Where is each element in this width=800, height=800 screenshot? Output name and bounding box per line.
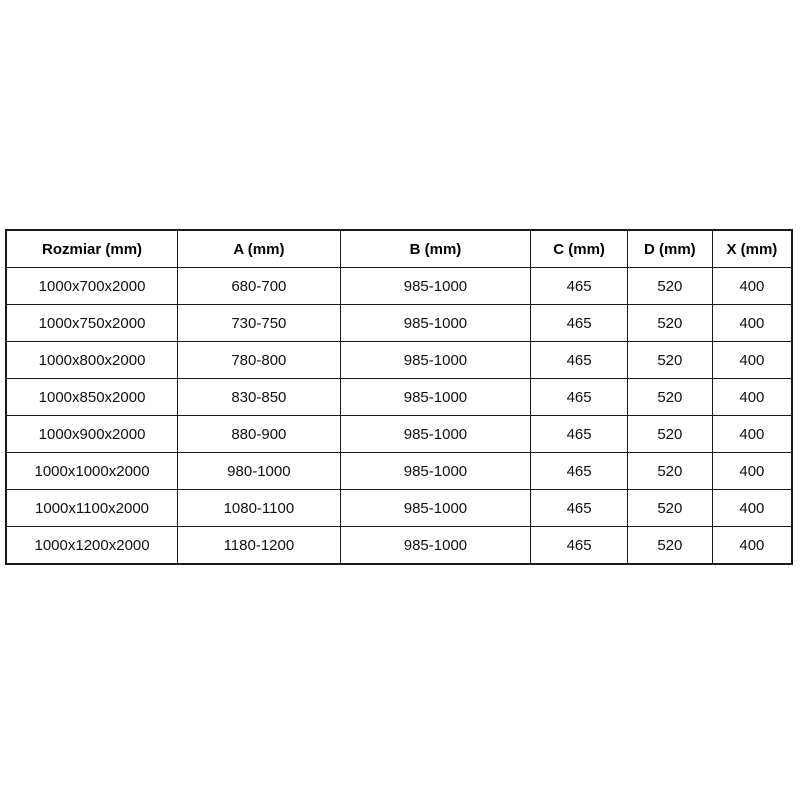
cell-d: 520 <box>626 452 713 490</box>
cell-c: 465 <box>530 526 628 565</box>
cell-b: 985-1000 <box>339 304 532 342</box>
cell-b: 985-1000 <box>339 415 532 453</box>
column-header-rozmiar: Rozmiar (mm) <box>5 229 179 268</box>
cell-b: 985-1000 <box>339 341 532 379</box>
cell-x: 400 <box>711 341 793 379</box>
table-row: 1000x700x2000 680-700 985-1000 465 520 4… <box>5 267 793 305</box>
cell-d: 520 <box>626 267 713 305</box>
table-row: 1000x800x2000 780-800 985-1000 465 520 4… <box>5 341 793 379</box>
column-header-b: B (mm) <box>339 229 532 268</box>
size-specification-table-container: Rozmiar (mm) A (mm) B (mm) C (mm) D (mm)… <box>5 229 793 565</box>
cell-a: 680-700 <box>177 267 341 305</box>
cell-rozmiar: 1000x1100x2000 <box>5 489 179 527</box>
column-header-x: X (mm) <box>711 229 793 268</box>
cell-a: 730-750 <box>177 304 341 342</box>
cell-x: 400 <box>711 378 793 416</box>
cell-a: 880-900 <box>177 415 341 453</box>
table-row: 1000x1200x2000 1180-1200 985-1000 465 52… <box>5 526 793 565</box>
cell-x: 400 <box>711 526 793 565</box>
cell-c: 465 <box>530 489 628 527</box>
cell-a: 1080-1100 <box>177 489 341 527</box>
cell-rozmiar: 1000x700x2000 <box>5 267 179 305</box>
cell-x: 400 <box>711 304 793 342</box>
cell-d: 520 <box>626 378 713 416</box>
table-row: 1000x750x2000 730-750 985-1000 465 520 4… <box>5 304 793 342</box>
cell-a: 780-800 <box>177 341 341 379</box>
cell-b: 985-1000 <box>339 267 532 305</box>
column-header-c: C (mm) <box>530 229 628 268</box>
cell-a: 830-850 <box>177 378 341 416</box>
cell-c: 465 <box>530 452 628 490</box>
cell-x: 400 <box>711 489 793 527</box>
size-specification-table: Rozmiar (mm) A (mm) B (mm) C (mm) D (mm)… <box>5 229 793 565</box>
cell-c: 465 <box>530 267 628 305</box>
cell-c: 465 <box>530 378 628 416</box>
table-row: 1000x1000x2000 980-1000 985-1000 465 520… <box>5 452 793 490</box>
column-header-d: D (mm) <box>626 229 713 268</box>
cell-rozmiar: 1000x800x2000 <box>5 341 179 379</box>
cell-d: 520 <box>626 341 713 379</box>
cell-d: 520 <box>626 489 713 527</box>
table-row: 1000x850x2000 830-850 985-1000 465 520 4… <box>5 378 793 416</box>
cell-d: 520 <box>626 526 713 565</box>
cell-rozmiar: 1000x1000x2000 <box>5 452 179 490</box>
cell-rozmiar: 1000x850x2000 <box>5 378 179 416</box>
cell-x: 400 <box>711 452 793 490</box>
cell-d: 520 <box>626 304 713 342</box>
cell-b: 985-1000 <box>339 452 532 490</box>
header-row: Rozmiar (mm) A (mm) B (mm) C (mm) D (mm)… <box>5 229 793 268</box>
cell-c: 465 <box>530 415 628 453</box>
cell-x: 400 <box>711 415 793 453</box>
cell-c: 465 <box>530 341 628 379</box>
table-row: 1000x900x2000 880-900 985-1000 465 520 4… <box>5 415 793 453</box>
cell-b: 985-1000 <box>339 526 532 565</box>
cell-x: 400 <box>711 267 793 305</box>
cell-rozmiar: 1000x1200x2000 <box>5 526 179 565</box>
cell-b: 985-1000 <box>339 378 532 416</box>
cell-c: 465 <box>530 304 628 342</box>
table-row: 1000x1100x2000 1080-1100 985-1000 465 52… <box>5 489 793 527</box>
column-header-a: A (mm) <box>177 229 341 268</box>
cell-rozmiar: 1000x750x2000 <box>5 304 179 342</box>
cell-a: 980-1000 <box>177 452 341 490</box>
cell-d: 520 <box>626 415 713 453</box>
cell-a: 1180-1200 <box>177 526 341 565</box>
cell-b: 985-1000 <box>339 489 532 527</box>
cell-rozmiar: 1000x900x2000 <box>5 415 179 453</box>
